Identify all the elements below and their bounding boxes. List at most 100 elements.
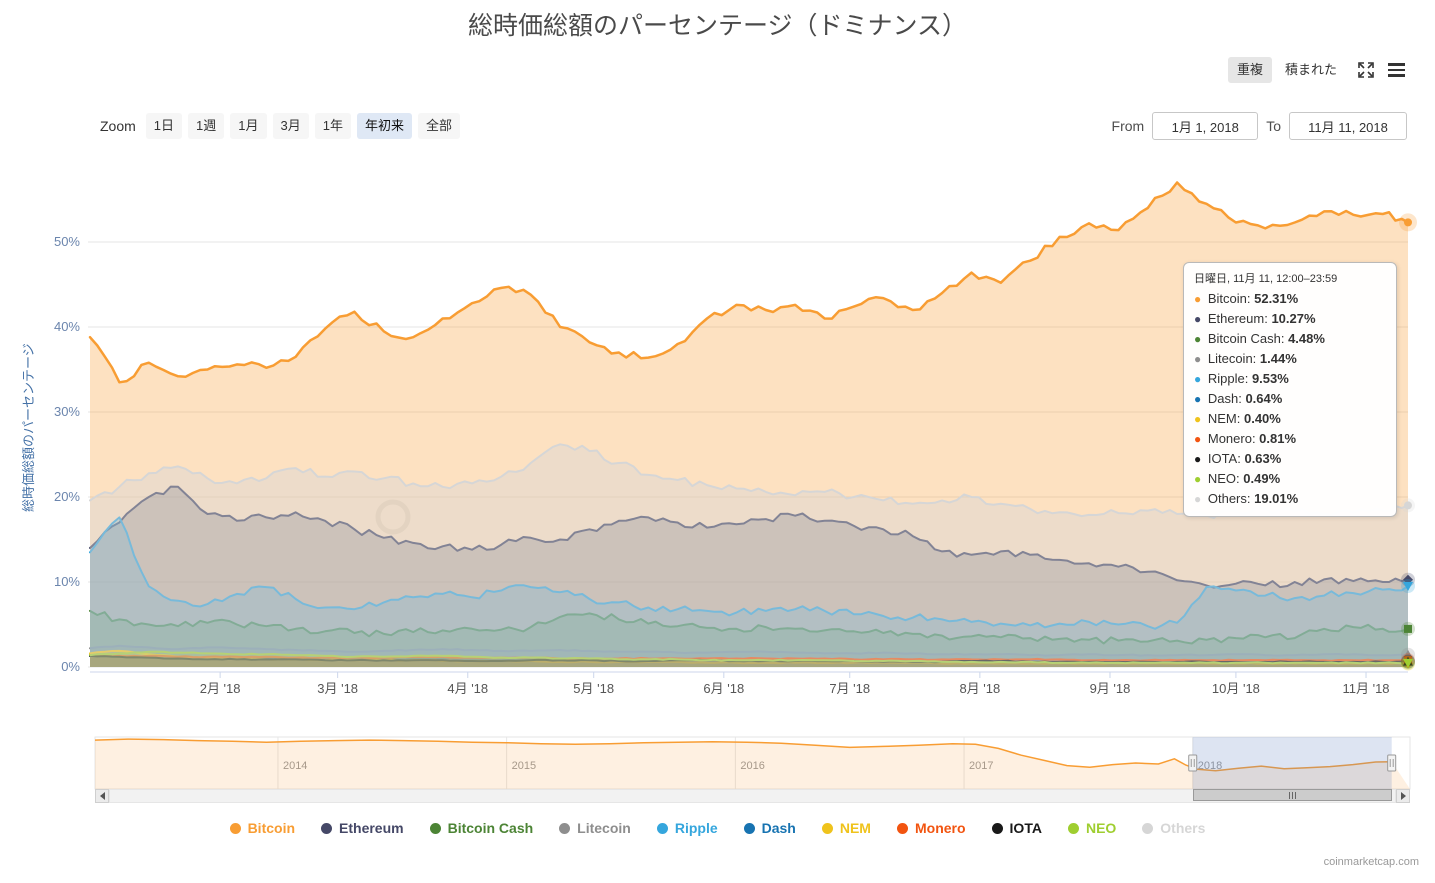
- range-button-1w[interactable]: 1週: [188, 113, 225, 139]
- x-axis-label: 7月 '18: [829, 681, 870, 696]
- range-button-1d[interactable]: 1日: [145, 113, 183, 139]
- x-axis-label: 3月 '18: [317, 681, 358, 696]
- legend-label-monero: Monero: [914, 820, 966, 836]
- series-area-others: [90, 444, 1408, 667]
- legend-item-ripple[interactable]: Ripple: [656, 820, 718, 836]
- navigator[interactable]: 2014 2015 2016 2017 2018: [0, 733, 1435, 791]
- range-button-1y[interactable]: 1年: [314, 113, 351, 139]
- tooltip-row-dash: ● Dash: 0.64%: [1194, 389, 1386, 409]
- series-line-ripple[interactable]: [89, 516, 1409, 630]
- scrollbar-grip-icon: [1288, 791, 1296, 799]
- mode-button-overlapped[interactable]: 重複: [1227, 57, 1272, 83]
- main-chart[interactable]: 0% 10% 20% 30% 40% 50% 2月 '18 3月 '18 4月 '18 5月 '1…: [0, 145, 1435, 710]
- legend-marker-ethereum: [321, 822, 333, 834]
- legend-marker-dash: [743, 822, 755, 834]
- legend-item-litecoin[interactable]: Litecoin: [559, 820, 631, 836]
- tooltip-series-name: NEO:: [1204, 471, 1244, 486]
- date-range-controls: From To: [1112, 112, 1407, 140]
- x-axis-label: 11月 '18: [1342, 681, 1389, 696]
- scrollbar-right-button[interactable]: [1396, 789, 1410, 803]
- legend-item-iota[interactable]: IOTA: [991, 820, 1042, 836]
- series-line-litecoin[interactable]: [89, 644, 1409, 657]
- series-line-ethereum[interactable]: [89, 485, 1409, 589]
- range-button-3m[interactable]: 3月: [272, 113, 309, 139]
- tooltip-series-value: 52.31%: [1254, 291, 1299, 306]
- menu-icon[interactable]: [1386, 61, 1407, 79]
- x-axis-label: 10月 '18: [1212, 681, 1260, 696]
- series-area-ripple: [90, 517, 1408, 667]
- tooltip-series-value: 0.64%: [1245, 391, 1283, 406]
- legend-marker-litecoin: [559, 822, 571, 834]
- tooltip-marker-ripple: ●: [1194, 372, 1202, 386]
- legend-item-neo[interactable]: NEO: [1067, 820, 1117, 836]
- tooltip-marker-dash: ●: [1194, 392, 1202, 406]
- legend-label-others: Others: [1160, 820, 1206, 836]
- scrollbar-left-button[interactable]: [95, 789, 109, 803]
- legend-label-neo: NEO: [1085, 820, 1117, 836]
- tooltip-series-name: Bitcoin Cash:: [1204, 331, 1289, 346]
- watermark-icon: [375, 499, 411, 535]
- end-marker-bitcoin-cash: [1404, 624, 1412, 633]
- y-axis-label: 30%: [54, 404, 80, 419]
- navigator-year-label: 2017: [969, 760, 993, 772]
- end-marker-bitcoin: [1404, 218, 1412, 227]
- navigator-area: [95, 739, 1410, 789]
- tooltip-series-value: 9.53%: [1251, 371, 1289, 386]
- tooltip-series-name: Dash:: [1204, 391, 1246, 406]
- tooltip-series-name: Litecoin:: [1204, 351, 1260, 366]
- legend-item-others[interactable]: Others: [1142, 820, 1205, 836]
- tooltip-series-value: 0.63%: [1244, 451, 1282, 466]
- legend-label-ethereum: Ethereum: [339, 820, 404, 836]
- end-marker-ripple: [1403, 581, 1413, 591]
- x-axis-label: 9月 '18: [1090, 681, 1131, 696]
- mode-button-stacked[interactable]: 積まれた: [1275, 57, 1346, 83]
- legend-item-dash[interactable]: Dash: [743, 820, 796, 836]
- navigator-selected-range[interactable]: [1192, 737, 1392, 789]
- legend-item-bitcoin-cash[interactable]: Bitcoin Cash: [429, 820, 534, 836]
- legend-item-bitcoin[interactable]: Bitcoin: [229, 820, 295, 836]
- tooltip-series-value: 4.48%: [1288, 331, 1325, 346]
- legend-label-iota: IOTA: [1009, 820, 1042, 836]
- series-line-bitcoin[interactable]: [88, 181, 1410, 384]
- tooltip-marker-nem: ●: [1194, 412, 1202, 426]
- tooltip-series-value: 0.49%: [1243, 471, 1281, 486]
- navigator-year-label: 2018: [1198, 760, 1222, 772]
- from-date-input[interactable]: [1152, 112, 1259, 140]
- legend-item-ethereum[interactable]: Ethereum: [321, 820, 404, 836]
- x-axis-label: 5月 '18: [573, 681, 614, 696]
- legend-item-monero[interactable]: Monero: [896, 820, 966, 836]
- legend: Bitcoin Ethereum Bitcoin Cash Litecoin Rippl…: [0, 820, 1435, 836]
- scrollbar-thumb[interactable]: [1192, 789, 1392, 801]
- x-axis-label: 4月 '18: [447, 681, 488, 696]
- x-axis-label: 6月 '18: [703, 681, 744, 696]
- tooltip-row-nem: ● NEM: 0.40%: [1194, 409, 1386, 429]
- legend-label-ripple: Ripple: [674, 820, 718, 836]
- range-button-all[interactable]: 全部: [417, 113, 460, 139]
- series-line-monero[interactable]: [89, 654, 1409, 662]
- scrollbar[interactable]: [95, 789, 1410, 803]
- series-line-neo[interactable]: [89, 650, 1409, 665]
- navigator-year-label: 2014: [283, 760, 307, 772]
- navigator-handle-right[interactable]: [1387, 754, 1397, 772]
- series-line-bitcoin-cash[interactable]: [89, 609, 1409, 645]
- legend-label-bitcoin-cash: Bitcoin Cash: [447, 820, 534, 836]
- legend-label-nem: NEM: [839, 820, 871, 836]
- tooltip-series-name: IOTA:: [1204, 451, 1245, 466]
- tooltip-series-name: Monero:: [1204, 431, 1260, 446]
- legend-label-dash: Dash: [761, 820, 796, 836]
- to-label: To: [1266, 118, 1281, 134]
- range-button-1m[interactable]: 1月: [230, 113, 267, 139]
- tooltip-marker-neo: ●: [1194, 472, 1202, 486]
- legend-item-nem[interactable]: NEM: [821, 820, 871, 836]
- tooltip-series-value: 19.01%: [1254, 491, 1299, 506]
- tooltip-row-neo: ● NEO: 0.49%: [1194, 469, 1386, 489]
- zoom-label: Zoom: [100, 118, 136, 134]
- to-date-input[interactable]: [1289, 112, 1407, 140]
- legend-marker-monero: [896, 822, 908, 834]
- navigator-handle-left[interactable]: [1188, 754, 1198, 772]
- fullscreen-icon[interactable]: [1356, 60, 1376, 80]
- range-button-ytd[interactable]: 年初来: [356, 113, 412, 139]
- legend-marker-neo: [1067, 822, 1079, 834]
- scrollbar-track[interactable]: [109, 789, 1396, 803]
